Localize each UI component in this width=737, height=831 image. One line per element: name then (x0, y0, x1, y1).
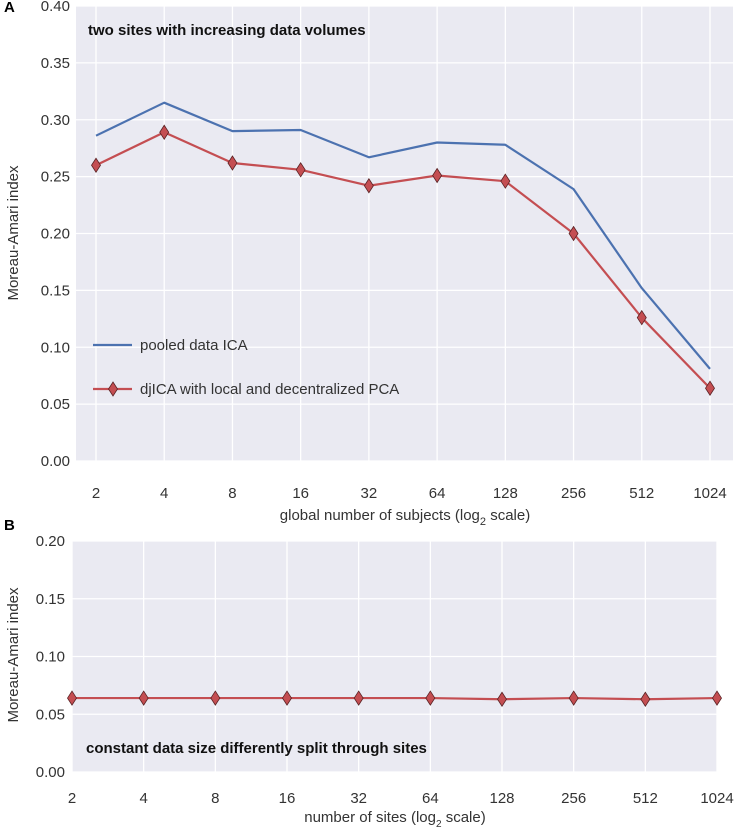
panel-b: B 0.00 0.05 0.10 0.15 0.20 2 4 8 16 32 64 128 256 51… (4, 517, 734, 830)
panel-a: A 0.00 0.05 0.10 0.15 0.20 0.25 0.30 0.35 0.40 2… (4, 0, 733, 528)
panel-a-y-tick-label: 0.20 (41, 226, 70, 243)
panel-b-data-point (67, 690, 77, 706)
panel-b-x-tick-label: 128 (489, 790, 514, 807)
panel-a-x-label-main: global number of subjects (log (280, 507, 480, 524)
legend-label-djica: djICA with local and decentralized PCA (140, 381, 399, 398)
panel-a-x-ticks: 2 4 8 16 32 64 128 256 512 1024 (92, 485, 727, 502)
panel-a-data-point (568, 225, 579, 242)
panel-a-y-tick-label: 0.30 (41, 112, 70, 129)
panel-b-x-label-main: number of sites (log (304, 809, 436, 826)
panel-a-data-point (363, 177, 374, 194)
panel-b-data-point (640, 691, 651, 707)
panel-a-series-line-0 (95, 101, 711, 370)
panel-b-x-label: number of sites (log2 scale) (304, 809, 485, 830)
panel-b-y-tick-label: 0.00 (36, 764, 65, 781)
panel-b-x-tick-label: 8 (211, 790, 219, 807)
panel-b-x-tick-label: 4 (139, 790, 147, 807)
panel-a-x-label-sub: 2 (480, 516, 486, 528)
panel-a-series-line-1 (95, 131, 711, 389)
legend-marker-djica (108, 381, 118, 397)
panel-a-annotation: two sites with increasing data volumes (88, 22, 366, 39)
panel-a-data-point (500, 173, 511, 189)
panel-b-x-tick-label: 1024 (700, 790, 733, 807)
panel-b-x-tick-label: 512 (633, 790, 658, 807)
panel-b-series (67, 690, 722, 707)
panel-a-y-tick-label: 0.00 (41, 453, 70, 470)
panel-b-data-point (425, 690, 436, 706)
panel-a-letter: A (4, 0, 15, 16)
panel-b-x-label-suffix: scale) (442, 809, 486, 826)
panel-b-data-point (568, 690, 579, 706)
panel-a-x-label-suffix: scale) (486, 507, 530, 524)
panel-a-y-tick-label: 0.35 (41, 55, 70, 72)
panel-b-y-ticks: 0.00 0.05 0.10 0.15 0.20 (36, 533, 65, 781)
panel-a-x-tick-label: 128 (493, 485, 518, 502)
panel-a-data-point (636, 309, 647, 326)
panel-a-legend: pooled data ICA djICA with local and dec… (93, 337, 399, 398)
panel-b-data-point (497, 691, 507, 707)
panel-a-data-point (91, 157, 101, 173)
panel-a-x-tick-label: 32 (361, 485, 378, 502)
panel-a-x-tick-label: 2 (92, 485, 100, 502)
panel-b-data-point (353, 690, 364, 706)
panel-a-x-label: global number of subjects (log2 scale) (280, 507, 530, 528)
panel-b-x-tick-label: 2 (68, 790, 76, 807)
panel-b-x-tick-label: 64 (422, 790, 439, 807)
panel-a-x-tick-label: 8 (228, 485, 236, 502)
panel-a-y-tick-label: 0.05 (41, 396, 70, 413)
panel-b-series-line-0 (72, 696, 718, 701)
panel-b-data-point (138, 690, 149, 706)
panel-a-data-point (705, 380, 715, 396)
panel-a-y-label: Moreau-Amari index (5, 165, 22, 301)
panel-a-x-tick-label: 512 (629, 485, 654, 502)
panel-b-y-tick-label: 0.15 (36, 591, 65, 608)
panel-a-data-point (295, 162, 306, 178)
panel-b-letter: B (4, 517, 15, 534)
panel-b-y-tick-label: 0.05 (36, 706, 65, 723)
panel-a-y-ticks: 0.00 0.05 0.10 0.15 0.20 0.25 0.30 0.35 0.40 (41, 0, 70, 470)
panel-a-y-tick-label: 0.25 (41, 169, 70, 186)
panel-b-x-tick-label: 256 (561, 790, 586, 807)
panel-a-data-point (432, 167, 443, 184)
panel-b-grid (71, 540, 718, 773)
panel-b-y-tick-label: 0.10 (36, 649, 65, 666)
panel-a-x-tick-label: 64 (429, 485, 446, 502)
panel-b-annotation: constant data size differently split thr… (86, 740, 427, 757)
panel-a-x-tick-label: 1024 (693, 485, 726, 502)
panel-a-x-tick-label: 256 (561, 485, 586, 502)
panel-b-data-point (282, 690, 292, 706)
panel-b-x-ticks: 2 4 8 16 32 64 128 256 512 1024 (68, 790, 734, 807)
panel-b-x-tick-label: 32 (350, 790, 367, 807)
panel-b-x-tick-label: 16 (279, 790, 296, 807)
panel-a-y-tick-label: 0.40 (41, 0, 70, 15)
panel-b-data-point (210, 690, 221, 706)
panel-a-x-tick-label: 16 (292, 485, 309, 502)
panel-a-data-point (227, 155, 238, 171)
panel-a-series (91, 101, 715, 396)
panel-a-y-tick-label: 0.10 (41, 339, 70, 356)
panel-b-x-label-sub: 2 (436, 819, 442, 830)
panel-a-y-tick-label: 0.15 (41, 282, 70, 299)
panel-a-x-tick-label: 4 (160, 485, 168, 502)
panel-a-data-point (159, 124, 170, 141)
panel-b-y-tick-label: 0.20 (36, 533, 65, 550)
panel-b-data-point (712, 690, 722, 706)
legend-label-pooled: pooled data ICA (140, 337, 248, 354)
panel-b-y-label: Moreau-Amari index (5, 587, 22, 723)
